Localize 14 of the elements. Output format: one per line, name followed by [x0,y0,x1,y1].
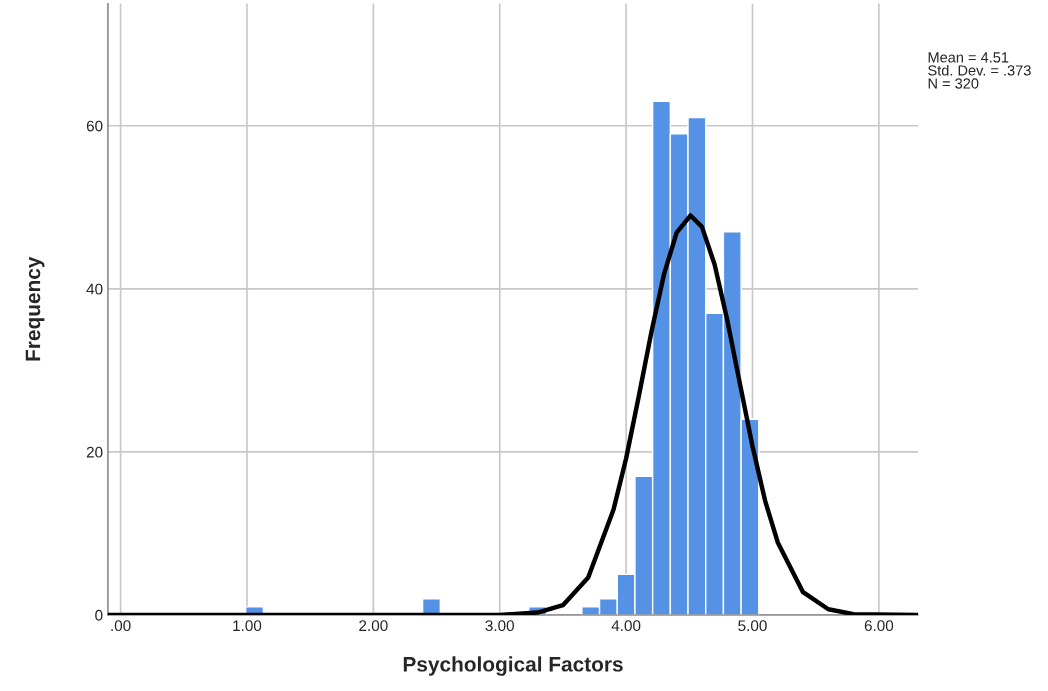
x-tick-label: .00 [111,620,131,632]
x-tick-label: 4.00 [611,620,641,632]
x-tick-label: 1.00 [233,620,262,632]
y-tick-label: 60 [86,120,103,132]
x-axis-title: Psychological Factors [403,656,623,676]
y-tick-label: 40 [86,283,103,295]
y-axis-title: Frequency [25,256,45,361]
y-tick-label: 0 [95,609,103,621]
x-tick-label: 6.00 [864,620,894,632]
y-tick-label: 20 [86,446,103,458]
x-tick-label: 2.00 [359,620,388,632]
x-tick-label: 3.00 [485,620,514,632]
text: Mean = 4.51 Std. Dev. = .373 N = 320 [928,52,1031,89]
x-tick-label: 5.00 [738,620,767,632]
